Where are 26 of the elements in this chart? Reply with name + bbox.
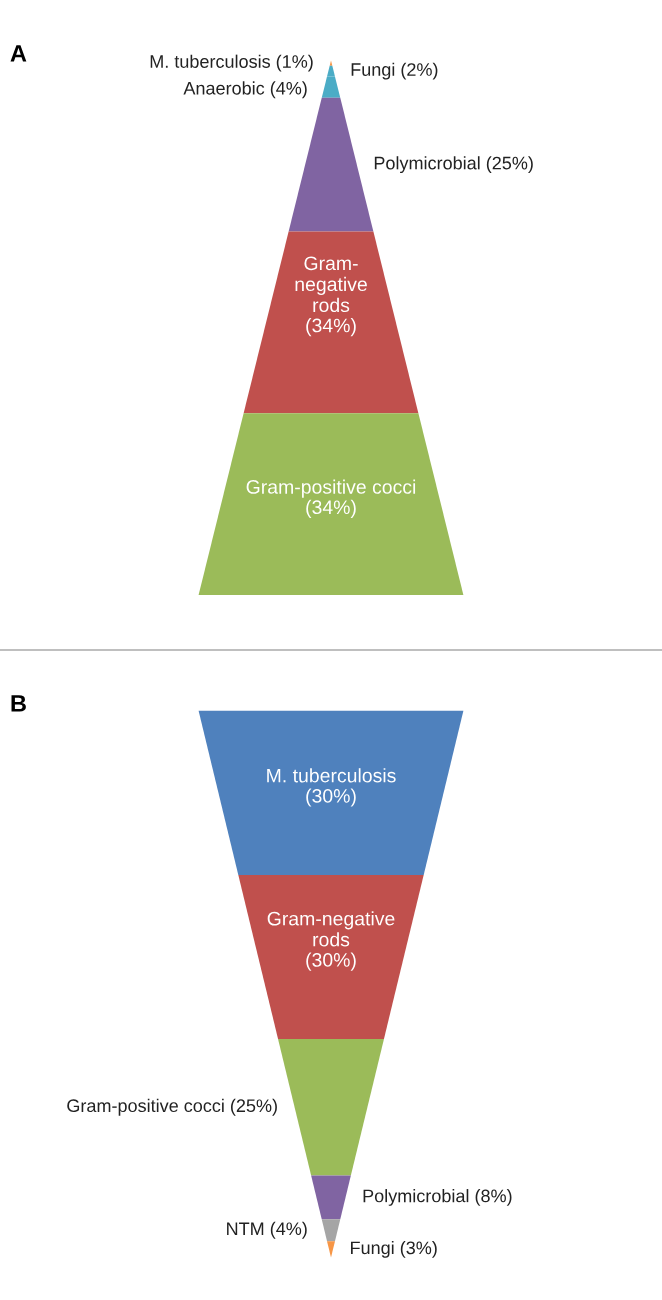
data-label: (34%) — [306, 499, 356, 518]
data-label: (34%) — [306, 318, 356, 337]
category-label: M. tuberculosis — [150, 54, 271, 68]
text: B — [11, 695, 26, 712]
category-label: M. tuberculosis — [267, 768, 396, 783]
category-label: Gram-positive cocci — [67, 1098, 224, 1116]
data-label: (30%) — [306, 952, 356, 971]
data-label: (3%) — [400, 1240, 437, 1258]
data-label: (25%) — [231, 1098, 277, 1116]
data-label: (4%) — [270, 81, 307, 99]
category-label: Fungi — [351, 62, 395, 80]
category-label: Gram-positive cocci — [246, 479, 416, 498]
category-label: Fungi — [351, 1240, 394, 1258]
data-label: (4%) — [270, 1221, 307, 1239]
data-label: (25%) — [486, 156, 533, 174]
category-label: Polymicrobial — [363, 1189, 469, 1206]
data-label: (8%) — [475, 1189, 512, 1206]
category-label: Polymicrobial — [374, 156, 480, 174]
text: A — [10, 45, 27, 62]
category-label: Gram-negative rods — [267, 911, 395, 947]
data-label: (1%) — [276, 54, 313, 72]
data-label: (2%) — [401, 62, 438, 80]
category-label: Gram-negative rods — [295, 256, 367, 313]
category-label: NTM — [227, 1222, 264, 1235]
data-label: (30%) — [306, 788, 356, 807]
category-label: Anaerobic — [183, 81, 265, 95]
